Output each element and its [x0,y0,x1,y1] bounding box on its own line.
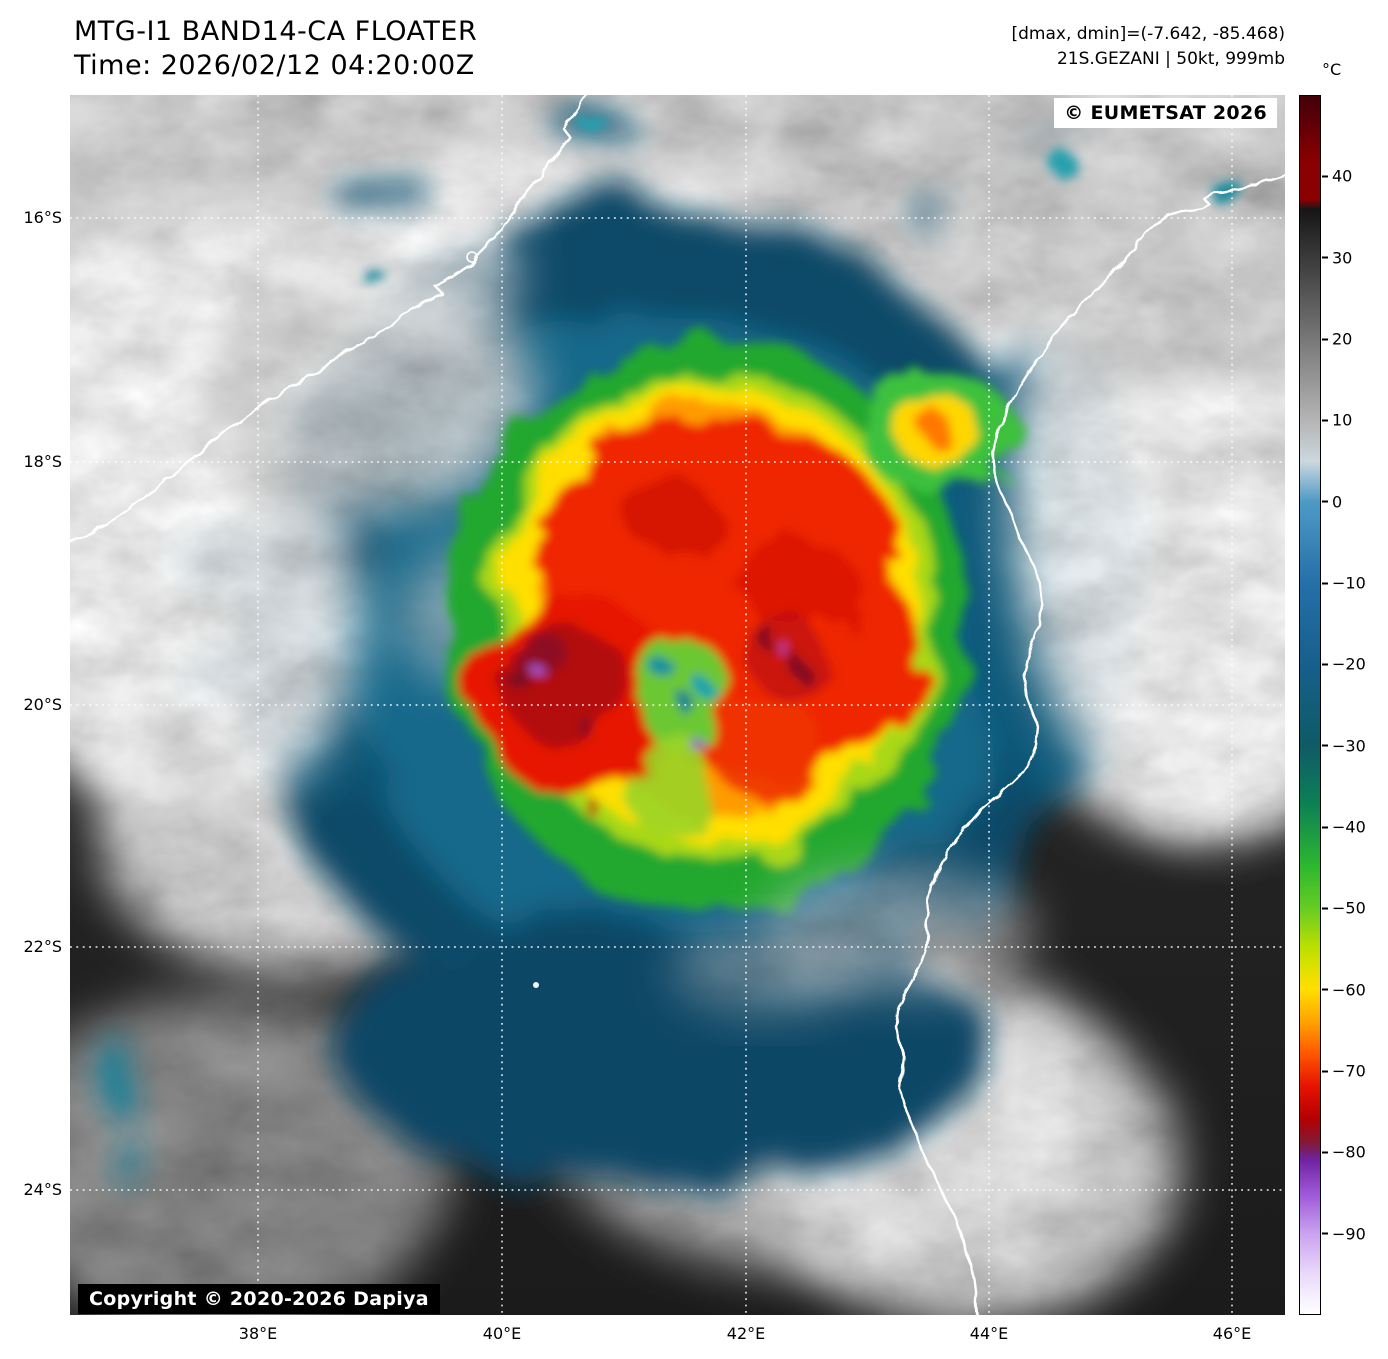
cb-tick: 10 [1322,411,1352,430]
storm-info-readout: 21S.GEZANI | 50kt, 999mb [1056,49,1285,69]
cb-tick: 40 [1322,167,1352,186]
cb-tick-label: 10 [1332,410,1353,430]
cb-tick-label: −30 [1332,736,1366,756]
cb-tick-label: −80 [1332,1142,1366,1162]
tick-mark [1322,500,1328,503]
colorbar [1299,95,1321,1315]
cb-tick-label: −10 [1332,573,1366,593]
figure-timestamp: Time: 2026/02/12 04:20:00Z [74,50,475,81]
satellite-image-canvas [70,95,1285,1315]
cb-tick-label: 20 [1332,329,1353,349]
cb-tick-label: 40 [1332,166,1353,186]
tick-mark [1322,988,1328,991]
teal-accents [358,107,1245,280]
tick-mark [1322,175,1328,178]
coastline-africa [70,95,588,544]
tick-mark [1322,256,1328,259]
cb-tick: 20 [1322,330,1352,349]
tick-mark [1322,338,1328,340]
lon-tick: 42°E [726,1324,766,1343]
cb-tick-label: 30 [1332,248,1353,268]
lon-tick: 44°E [969,1324,1009,1343]
cb-tick: −40 [1322,818,1366,837]
colorbar-gradient [1300,96,1320,1314]
tick-mark [1322,907,1328,910]
cb-tick: −20 [1322,655,1366,674]
cb-tick-label: 0 [1332,492,1343,512]
cb-tick-label: −20 [1332,654,1366,674]
lat-tick: 16°S [23,208,62,227]
tick-mark [1322,582,1328,584]
dmax-dmin-readout: [dmax, dmin]=(-7.642, -85.468) [1011,24,1286,44]
colorbar-ticks: 40 30 20 10 0 −10 −20 −30 −40 −50 −60 −7… [1322,95,1382,1315]
cb-tick-label: −90 [1332,1224,1366,1244]
cb-tick: −80 [1322,1143,1366,1162]
lat-tick: 24°S [23,1180,62,1199]
cb-tick-label: −40 [1332,817,1366,837]
lat-tick: 18°S [23,452,62,471]
cyclone-cloud-shield [448,338,1018,912]
tick-mark [1322,663,1328,666]
lat-tick: 22°S [23,937,62,956]
cb-tick: −60 [1322,980,1366,999]
coastline-madagascar [894,173,1285,1315]
cb-tick-label: −70 [1332,1061,1366,1081]
cb-tick: −70 [1322,1062,1366,1081]
cb-tick: −50 [1322,899,1366,918]
tick-mark [1322,826,1328,828]
coastline [70,95,1285,1315]
satellite-image [70,95,1285,1315]
tick-mark [1322,419,1328,422]
grid-lines [70,95,1285,1315]
cloud-streaks-over [675,870,1035,1012]
colorbar-unit-label: °C [1322,60,1342,79]
cb-tick: 0 [1322,492,1342,511]
tick-mark [1322,1232,1328,1235]
figure-title: MTG-I1 BAND14-CA FLOATER [74,16,478,47]
header-right-block: [dmax, dmin]=(-7.642, -85.468) 21S.GEZAN… [1012,22,1286,72]
copyright-badge: Copyright © 2020-2026 Dapiya [78,1284,440,1314]
cb-tick: −30 [1322,736,1366,755]
cb-tick: −10 [1322,574,1366,593]
tick-mark [1322,744,1328,747]
lon-tick: 40°E [482,1324,522,1343]
cb-tick: 30 [1322,248,1352,267]
cb-tick-label: −60 [1332,980,1366,1000]
lon-tick: 46°E [1212,1324,1252,1343]
cb-tick-label: −50 [1332,898,1366,918]
lat-tick: 20°S [23,695,62,714]
cb-tick: −90 [1322,1224,1366,1243]
tick-mark [1322,1151,1328,1154]
lon-tick: 38°E [238,1324,278,1343]
tick-mark [1322,1070,1328,1072]
eumetsat-credit-badge: © EUMETSAT 2026 [1054,98,1277,128]
